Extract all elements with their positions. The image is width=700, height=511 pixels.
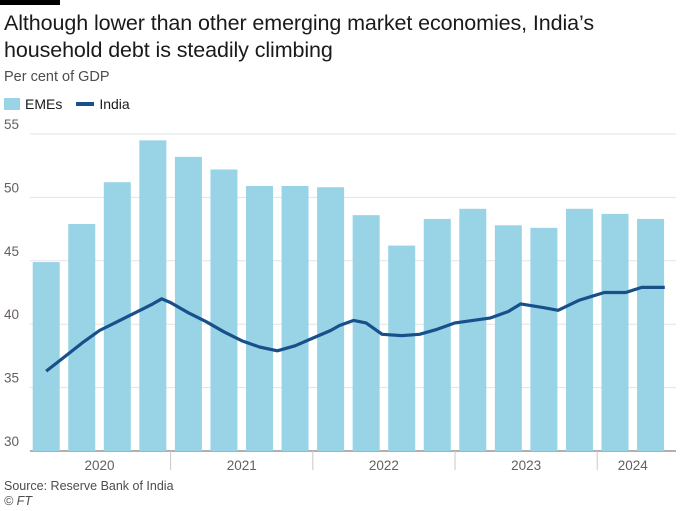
bar-emes <box>281 185 309 451</box>
x-tick-label: 2022 <box>369 458 399 473</box>
bar-emes <box>494 225 522 451</box>
bar-emes <box>388 245 416 451</box>
x-tick-label: 2020 <box>85 458 115 473</box>
legend-label-emes: EMEs <box>25 96 63 112</box>
source-note: Source: Reserve Bank of India <box>4 479 174 493</box>
y-tick-label: 30 <box>4 434 19 449</box>
line-india <box>45 285 665 373</box>
bar-emes <box>32 262 60 451</box>
legend-item-india: India <box>76 96 130 112</box>
bar-emes <box>530 227 558 451</box>
legend-item-emes: EMEs <box>4 96 62 112</box>
y-tick-label: 45 <box>4 244 19 259</box>
chart-subtitle: Per cent of GDP <box>4 69 110 85</box>
x-tick-label: 2024 <box>618 458 649 473</box>
x-tick-label: 2023 <box>511 458 541 473</box>
credit-note: © FT <box>4 494 32 508</box>
chart-title: Although lower than other emerging marke… <box>4 11 594 62</box>
y-tick-label: 35 <box>4 371 19 386</box>
bar-emes <box>139 140 167 451</box>
legend-label-india: India <box>99 96 130 112</box>
bar-emes <box>352 215 380 451</box>
y-tick-label: 40 <box>4 307 19 322</box>
bar-emes <box>174 156 202 451</box>
bar-emes <box>601 213 629 451</box>
bar-emes <box>637 218 665 451</box>
bar-emes <box>423 218 451 451</box>
bar-emes <box>459 208 487 451</box>
x-tick-label: 2021 <box>227 458 257 473</box>
y-tick-label: 50 <box>4 180 19 195</box>
bar-emes <box>210 169 238 451</box>
legend-swatch-emes <box>4 98 20 110</box>
bar-emes <box>246 185 273 451</box>
bar-emes <box>565 208 593 451</box>
legend-swatch-india <box>76 102 95 106</box>
y-tick-label: 55 <box>4 117 19 132</box>
chart-legend: EMEs India <box>4 95 144 113</box>
bar-emes <box>317 187 345 452</box>
header-accent-bar <box>0 0 60 5</box>
